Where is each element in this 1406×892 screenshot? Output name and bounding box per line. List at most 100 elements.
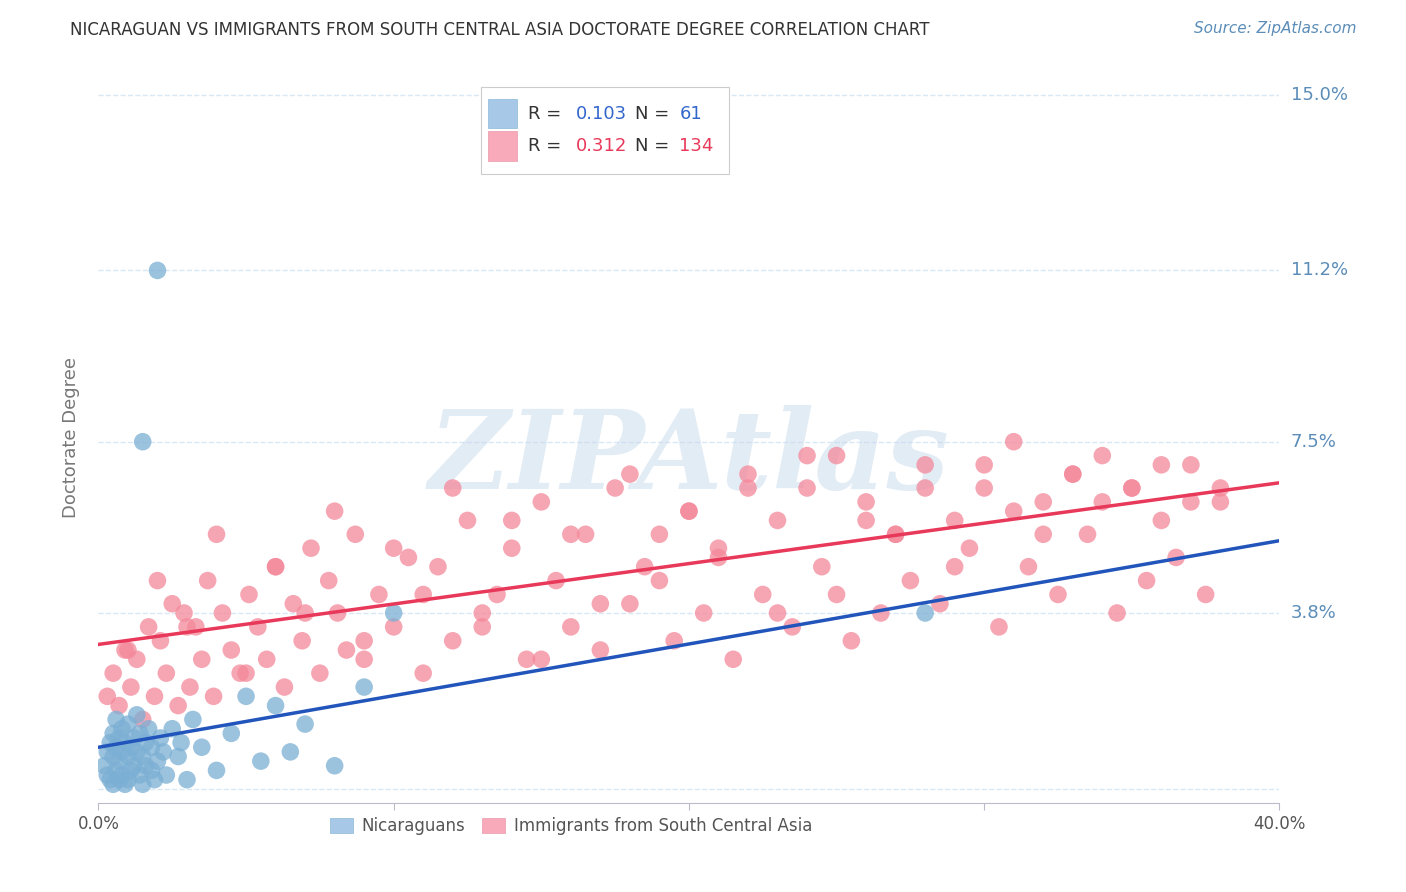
Text: ZIPAtlas: ZIPAtlas bbox=[429, 405, 949, 513]
Point bbox=[943, 559, 966, 574]
Point bbox=[273, 680, 295, 694]
Point bbox=[326, 606, 349, 620]
Point bbox=[959, 541, 981, 556]
Point bbox=[560, 620, 582, 634]
Point bbox=[120, 740, 142, 755]
Point bbox=[1062, 467, 1084, 482]
FancyBboxPatch shape bbox=[481, 87, 730, 174]
Point bbox=[501, 513, 523, 527]
Point bbox=[1150, 458, 1173, 472]
Point bbox=[1180, 495, 1202, 509]
Point bbox=[162, 722, 183, 736]
Point bbox=[318, 574, 340, 588]
Point bbox=[167, 749, 190, 764]
Point bbox=[108, 772, 131, 787]
Point bbox=[155, 768, 177, 782]
Point bbox=[181, 713, 204, 727]
Point bbox=[382, 620, 405, 634]
Point bbox=[103, 666, 125, 681]
Point bbox=[149, 731, 172, 745]
Point bbox=[427, 559, 450, 574]
Point bbox=[176, 620, 198, 634]
Point bbox=[173, 606, 195, 620]
Bar bbox=[488, 99, 516, 128]
Point bbox=[114, 777, 136, 791]
Point bbox=[152, 745, 174, 759]
Point bbox=[238, 587, 260, 601]
Point bbox=[96, 768, 118, 782]
Text: NICARAGUAN VS IMMIGRANTS FROM SOUTH CENTRAL ASIA DOCTORATE DEGREE CORRELATION CH: NICARAGUAN VS IMMIGRANTS FROM SOUTH CENT… bbox=[70, 21, 929, 39]
Point bbox=[693, 606, 716, 620]
Point bbox=[138, 722, 160, 736]
Point bbox=[280, 745, 302, 759]
Point bbox=[125, 652, 148, 666]
Point bbox=[457, 513, 479, 527]
Text: 15.0%: 15.0% bbox=[1291, 86, 1347, 103]
Point bbox=[914, 458, 936, 472]
Point bbox=[752, 587, 775, 601]
Point bbox=[619, 467, 641, 482]
Point bbox=[264, 698, 287, 713]
Text: Source: ZipAtlas.com: Source: ZipAtlas.com bbox=[1194, 21, 1357, 37]
Point bbox=[530, 652, 553, 666]
Point bbox=[1166, 550, 1188, 565]
Point bbox=[294, 606, 316, 620]
Point bbox=[678, 504, 700, 518]
Point bbox=[111, 745, 134, 759]
Point bbox=[855, 513, 877, 527]
Point bbox=[103, 749, 125, 764]
Point bbox=[810, 559, 832, 574]
Legend: Nicaraguans, Immigrants from South Central Asia: Nicaraguans, Immigrants from South Centr… bbox=[323, 811, 818, 842]
Point bbox=[184, 620, 207, 634]
Point bbox=[125, 707, 148, 722]
Point bbox=[170, 736, 193, 750]
Point bbox=[353, 633, 375, 648]
Point bbox=[707, 550, 730, 565]
Point bbox=[766, 513, 789, 527]
Point bbox=[283, 597, 305, 611]
Point bbox=[1032, 495, 1054, 509]
Point bbox=[138, 620, 160, 634]
Point bbox=[516, 652, 538, 666]
Point bbox=[988, 620, 1011, 634]
Point bbox=[117, 643, 139, 657]
Point bbox=[1195, 587, 1218, 601]
Point bbox=[335, 643, 357, 657]
Point bbox=[291, 633, 314, 648]
Point bbox=[1077, 527, 1099, 541]
Point bbox=[120, 764, 142, 778]
Point bbox=[105, 740, 128, 755]
Point bbox=[149, 633, 172, 648]
Point bbox=[929, 597, 952, 611]
Point bbox=[117, 717, 139, 731]
Point bbox=[737, 467, 759, 482]
Point bbox=[143, 772, 166, 787]
Point bbox=[664, 633, 686, 648]
Point bbox=[412, 587, 434, 601]
Point bbox=[235, 666, 257, 681]
Point bbox=[782, 620, 804, 634]
Bar bbox=[488, 131, 516, 161]
Point bbox=[575, 527, 598, 541]
Point bbox=[114, 643, 136, 657]
Point bbox=[634, 559, 657, 574]
Point bbox=[1121, 481, 1143, 495]
Point bbox=[108, 698, 131, 713]
Point bbox=[309, 666, 332, 681]
Point bbox=[707, 541, 730, 556]
Point bbox=[530, 495, 553, 509]
Point bbox=[648, 574, 671, 588]
Point bbox=[1002, 434, 1025, 449]
Point bbox=[105, 764, 128, 778]
Point bbox=[441, 633, 464, 648]
Point bbox=[250, 754, 273, 768]
Point bbox=[155, 666, 177, 681]
Point bbox=[855, 495, 877, 509]
Point bbox=[1032, 527, 1054, 541]
Point bbox=[128, 726, 150, 740]
Point bbox=[353, 680, 375, 694]
Point bbox=[841, 633, 863, 648]
Point bbox=[678, 504, 700, 518]
Point bbox=[1209, 495, 1232, 509]
Point bbox=[471, 620, 494, 634]
